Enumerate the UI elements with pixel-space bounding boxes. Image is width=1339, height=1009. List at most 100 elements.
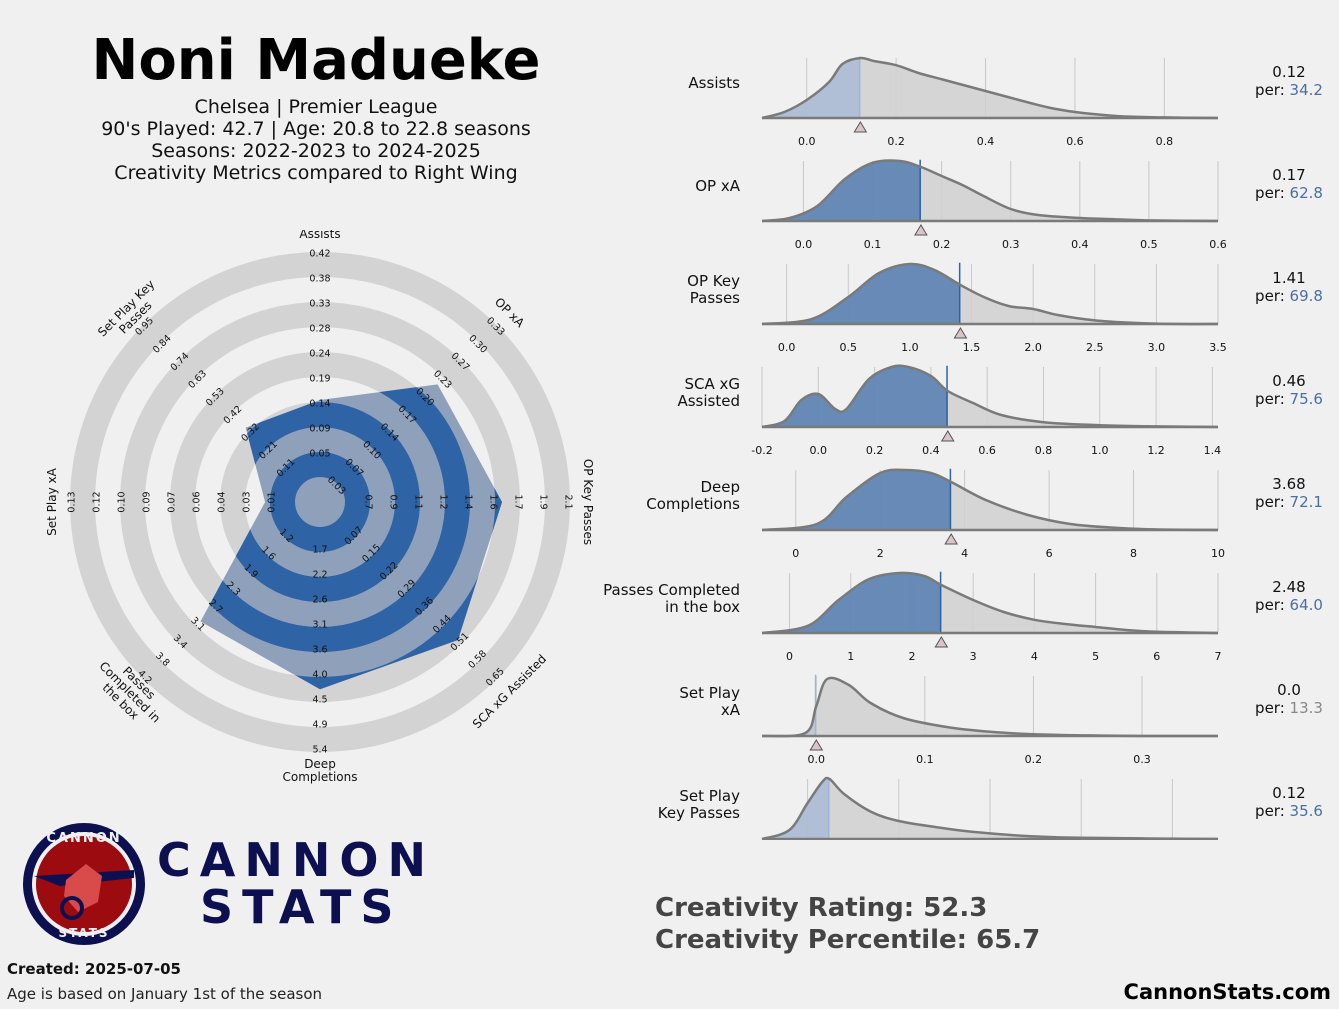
- player-marker: [940, 430, 955, 442]
- radar-tick-label: 0.38: [309, 274, 330, 285]
- dist-tick-label: 2.0: [1024, 341, 1042, 354]
- dist-curve: [761, 776, 1219, 840]
- dist-tick-label: 7: [1215, 650, 1222, 663]
- dist-tick-label: 0.0: [798, 135, 816, 148]
- creativity-percentile: Creativity Percentile: 65.7: [655, 925, 1041, 955]
- radar-axis-label: Assists: [299, 230, 340, 241]
- dist-tick-label: 0.1: [916, 753, 934, 766]
- dist-tick-label: 0.3: [1133, 753, 1151, 766]
- player-marker: [914, 224, 928, 236]
- dist-title: Set Play xA: [679, 684, 740, 719]
- radar-tick-label: 0.24: [309, 349, 330, 360]
- radar-tick-label: 4.5: [312, 695, 327, 706]
- stat-value: 0.17: [1272, 166, 1306, 184]
- radar-tick-label: 1.6: [488, 494, 499, 509]
- created-date: Created: 2025-07-05: [7, 960, 181, 978]
- dist-tick-label: 0.5: [840, 341, 858, 354]
- distribution-charts: 0.0 0.2 0.4 0.6 0.8 Assists 0.0 0.1 0.2 0.3 0.4 0.5…: [603, 56, 1227, 840]
- radar-tick-label: 3.6: [312, 645, 327, 656]
- radar-tick-label: 0.09: [309, 424, 330, 435]
- percentile-number: 75.6: [1289, 390, 1323, 408]
- logo-bottom-text: STATS: [58, 926, 109, 940]
- dist-tick-label: 0.5: [1140, 238, 1158, 251]
- radar-tick-label: 5.4: [312, 745, 327, 756]
- stat-value: 0.12: [1272, 63, 1306, 81]
- radar-chart: 0.05 0.09 0.14 0.19 0.24 0.28 0.33 0.38 0.42 Assi…: [45, 230, 595, 784]
- radar-tick-label: 4.9: [312, 720, 327, 731]
- brand-line-1: CANNON: [157, 833, 435, 887]
- club-league: Chelsea | Premier League: [194, 96, 438, 118]
- percentile-number: 64.0: [1289, 596, 1323, 614]
- dist-tick-label: 0.1: [864, 238, 882, 251]
- played-age: 90's Played: 42.7 | Age: 20.8 to 22.8 se…: [101, 118, 531, 140]
- dist-tick-label: 0.2: [887, 135, 905, 148]
- dist-tick-label: 1.2: [1147, 444, 1165, 457]
- site-url: CannonStats.com: [1123, 980, 1331, 1004]
- dist-title: Set Play Key Passes: [658, 787, 740, 822]
- dist-tick-label: 0: [786, 650, 793, 663]
- stat-percentile: per: 75.6: [1239, 390, 1339, 408]
- dist-tick-label: 0.0: [808, 753, 826, 766]
- stat-percentile: per: 69.8: [1239, 287, 1339, 305]
- radar-tick-label: 0.42: [309, 249, 330, 260]
- dist-tick-label: 0.4: [1071, 238, 1089, 251]
- dist-curve: [761, 56, 1219, 120]
- dist-tick-label: 3.5: [1209, 341, 1227, 354]
- dist-player-area: [762, 572, 942, 633]
- dist-tick-label: 1.5: [963, 341, 981, 354]
- dist-tick-label: 0.6: [978, 444, 996, 457]
- dist-title: OP Key Passes: [687, 272, 740, 307]
- radar-tick-label: 0.03: [242, 491, 253, 512]
- dist-curve: [761, 468, 1219, 532]
- radar-tick-label: 1.7: [312, 545, 327, 556]
- player-marker: [853, 121, 868, 133]
- creativity-rating: Creativity Rating: 52.3: [655, 893, 988, 923]
- player-marker: [953, 327, 968, 339]
- dist-player-area: [762, 706, 817, 737]
- percentile-number: 35.6: [1289, 802, 1323, 820]
- radar-tick-label: 1.7: [513, 494, 524, 509]
- radar-tick-label: 0.33: [309, 299, 330, 310]
- dist-player-area: [762, 778, 830, 839]
- radar-band: [200, 384, 470, 652]
- radar-tick-label: 0.19: [309, 374, 330, 385]
- comparison: Creativity Metrics compared to Right Win…: [114, 162, 518, 184]
- dist-tick-label: 0.4: [977, 135, 995, 148]
- radar-tick-label: 1.1: [413, 494, 424, 509]
- dist-player-area: [762, 263, 961, 324]
- dist-tick-label: 0.6: [1066, 135, 1084, 148]
- radar-tick-label: 1.2: [438, 494, 449, 509]
- per-label: per:: [1255, 802, 1290, 820]
- per-label: per:: [1255, 184, 1290, 202]
- dist-tick-label: 8: [1130, 547, 1137, 560]
- stat-percentile: per: 64.0: [1239, 596, 1339, 614]
- radar-tick-label: 2.2: [312, 570, 327, 581]
- dist-title: Passes Completed in the box: [603, 581, 740, 616]
- radar-tick-label: 0.12: [92, 491, 103, 512]
- dist-curve: [761, 262, 1219, 326]
- percentile-number: 62.8: [1289, 184, 1323, 202]
- stat-percentile: per: 13.3: [1239, 699, 1339, 717]
- stat-percentile: per: 62.8: [1239, 184, 1339, 202]
- radar-tick-label: 0.28: [309, 324, 330, 335]
- dist-title: Deep Completions: [646, 478, 740, 513]
- dist-tick-label: 0.3: [1002, 238, 1020, 251]
- radar-axis-label: Deep Completions: [283, 757, 358, 784]
- dist-tick-label: 1.0: [901, 341, 919, 354]
- player-marker: [934, 636, 949, 648]
- radar-tick-label: 0.9: [388, 494, 399, 509]
- dist-area: [762, 778, 1218, 839]
- dist-tick-label: 6: [1046, 547, 1053, 560]
- stat-percentile: per: 34.2: [1239, 81, 1339, 99]
- age-note: Age is based on January 1st of the seaso…: [7, 985, 323, 1003]
- logo-top-text: CANNON: [46, 831, 121, 846]
- radar-tick-label: 0.05: [309, 449, 330, 460]
- player-name: Noni Madueke: [91, 28, 541, 93]
- player-marker: [944, 533, 959, 545]
- dist-curve: [761, 159, 1219, 223]
- stat-percentile: per: 72.1: [1239, 493, 1339, 511]
- dist-tick-label: 3.0: [1148, 341, 1166, 354]
- per-label: per:: [1255, 81, 1290, 99]
- percentile-number: 34.2: [1289, 81, 1323, 99]
- dist-tick-label: -0.2: [751, 444, 772, 457]
